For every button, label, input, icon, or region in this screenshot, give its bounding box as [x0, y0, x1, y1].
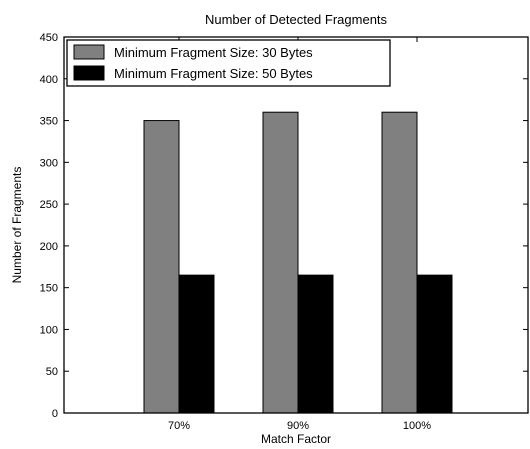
plot-area: 0 50 100 150 200 250 300 350 400 450 70% 90% 100% [40, 32, 529, 432]
bar-30-bytes-70pct [143, 120, 180, 414]
y-tick-label: 100 [40, 324, 58, 336]
legend-swatch-30-bytes [73, 44, 105, 60]
y-axis-label: Number of Fragments [10, 167, 24, 284]
legend-swatch-50-bytes [73, 65, 105, 81]
bars [143, 111, 453, 414]
y-tick-label: 200 [40, 241, 58, 253]
plot-frame [63, 36, 529, 414]
y-tick-label: 250 [40, 199, 58, 211]
bar-50-bytes-70pct [178, 274, 215, 414]
y-tick-label: 400 [40, 74, 58, 86]
y-tick-label: 350 [40, 116, 58, 128]
chart-title: Number of Detected Fragments [205, 12, 388, 27]
legend: Minimum Fragment Size: 30 Bytes Minimum … [66, 39, 391, 87]
y-tick-label: 300 [40, 157, 58, 169]
bar-30-bytes-90pct [262, 111, 299, 414]
legend-label-50-bytes: Minimum Fragment Size: 50 Bytes [114, 66, 313, 81]
y-tick-label: 50 [46, 366, 58, 378]
legend-box [66, 39, 391, 87]
x-tick-label: 90% [287, 420, 309, 432]
x-axis: 70% 90% 100% [168, 37, 431, 432]
bar-30-bytes-100pct [381, 111, 418, 414]
legend-label-30-bytes: Minimum Fragment Size: 30 Bytes [114, 45, 313, 60]
y-tick-label: 150 [40, 283, 58, 295]
bar-50-bytes-90pct [297, 274, 334, 414]
x-tick-label: 70% [168, 420, 190, 432]
x-axis-label: Match Factor [261, 432, 331, 446]
x-tick-label: 100% [403, 420, 431, 432]
y-tick-label: 0 [52, 408, 58, 420]
y-tick-label: 450 [40, 32, 58, 44]
bar-50-bytes-100pct [416, 274, 453, 414]
y-axis: 0 50 100 150 200 250 300 350 400 450 [40, 32, 528, 420]
